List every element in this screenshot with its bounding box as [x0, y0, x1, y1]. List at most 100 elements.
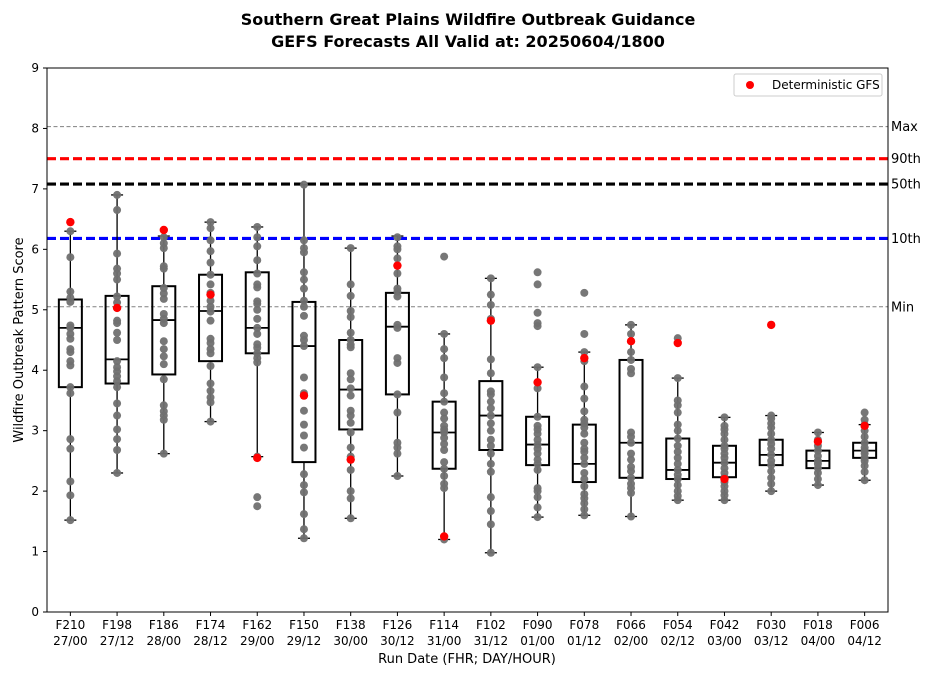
ensemble-member-point	[299, 302, 308, 311]
ensemble-member-point	[580, 438, 589, 447]
ensemble-member-point	[767, 429, 776, 438]
ensemble-member-point	[533, 280, 542, 289]
ensemble-member-point	[206, 302, 215, 311]
ensemble-member-point	[580, 459, 589, 468]
deterministic-point	[299, 391, 309, 400]
ensemble-member-point	[486, 404, 495, 413]
x-tick-label-date: 29/00	[240, 634, 275, 648]
ensemble-member-point	[393, 320, 402, 329]
y-tick-label: 7	[31, 182, 39, 196]
ensemble-member-point	[673, 487, 682, 496]
box-group-8	[431, 252, 457, 544]
box-group-9	[478, 274, 504, 557]
x-tick-label-date: 28/00	[147, 634, 182, 648]
box-group-2	[151, 225, 177, 458]
ensemble-member-point	[673, 434, 682, 443]
ensemble-member-point	[393, 408, 402, 417]
ensemble-member-point	[533, 319, 542, 328]
ensemble-member-point	[767, 487, 776, 496]
axes: 0 1 2 3 4 5 6 7 8 9 F210 27/00 F198 27/12 F186 28/00 F17…	[31, 61, 889, 648]
ensemble-member-point	[299, 244, 308, 253]
ensemble-member-point	[253, 329, 262, 338]
ensemble-member-point	[159, 449, 168, 458]
ensemble-member-point	[673, 420, 682, 429]
ensemble-member-point	[627, 329, 636, 338]
ensemble-member-point	[206, 316, 215, 325]
ensemble-member-point	[66, 321, 75, 330]
ensemble-member-point	[346, 406, 355, 415]
ensemble-member-point	[580, 453, 589, 462]
legend-marker-deterministic	[746, 81, 754, 89]
ensemble-member-point	[393, 449, 402, 458]
ensemble-member-point	[206, 345, 215, 354]
legend-box	[733, 73, 883, 97]
ensemble-member-point	[627, 479, 636, 488]
ensemble-member-point	[346, 418, 355, 427]
ensemble-member-point	[346, 375, 355, 384]
x-tick-label-fhr: F006	[850, 618, 880, 632]
ensemble-member-point	[253, 493, 262, 502]
ensemble-member-point	[299, 510, 308, 519]
ensemble-member-point	[346, 494, 355, 503]
ensemble-member-point	[580, 511, 589, 520]
x-tick-label-date: 29/12	[287, 634, 322, 648]
ensemble-member-point	[113, 425, 122, 434]
ensemble-member-point	[627, 512, 636, 521]
ensemble-member-point	[393, 233, 402, 242]
ensemble-member-point	[580, 415, 589, 424]
ensemble-member-point	[486, 419, 495, 428]
x-tick-label-fhr: F102	[476, 618, 506, 632]
ensemble-member-point	[253, 340, 262, 349]
x-tick-label-fhr: F018	[803, 618, 833, 632]
ensemble-member-point	[206, 258, 215, 267]
ensemble-member-point	[486, 520, 495, 529]
ensemble-member-point	[393, 284, 402, 293]
x-tick-label-date: 04/12	[847, 634, 882, 648]
ensemble-member-point	[393, 269, 402, 278]
reference-lines: Max 90th 50th 10th Min	[47, 120, 921, 315]
x-tick-label-date: 30/12	[380, 634, 415, 648]
ensemble-member-point	[346, 336, 355, 344]
x-tick-label-date: 31/12	[474, 634, 509, 648]
ensemble-member-point	[486, 493, 495, 502]
box-group-16	[805, 428, 831, 490]
ensemble-member-point	[253, 256, 262, 265]
ensemble-member-point	[346, 465, 355, 474]
box-group-7	[384, 233, 410, 480]
ensemble-member-point	[299, 431, 308, 440]
ensemble-member-point	[580, 429, 589, 438]
ensemble-member-point	[627, 348, 636, 357]
ensemble-member-point	[159, 262, 168, 271]
ensemble-member-point	[673, 453, 682, 462]
ensemble-member-point	[580, 394, 589, 403]
ensemble-member-point	[486, 441, 495, 450]
ref-label-min: Min	[891, 300, 914, 315]
ensemble-member-point	[299, 296, 308, 305]
ensemble-member-point	[440, 373, 449, 382]
ensemble-member-point	[206, 379, 215, 388]
ensemble-member-point	[206, 361, 215, 370]
ensemble-member-point	[440, 479, 449, 488]
y-tick-label: 5	[31, 303, 39, 317]
ensemble-member-point	[720, 421, 729, 430]
ensemble-member-point	[440, 446, 449, 455]
x-tick-label-date: 03/12	[754, 634, 789, 648]
ensemble-member-point	[580, 329, 589, 338]
chart-subtitle: GEFS Forecasts All Valid at: 20250604/18…	[271, 32, 665, 51]
ensemble-member-point	[346, 487, 355, 496]
ensemble-member-point	[346, 443, 355, 452]
ensemble-member-point	[159, 401, 168, 410]
ensemble-member-point	[767, 435, 776, 444]
ensemble-member-point	[393, 390, 402, 399]
ensemble-member-point	[627, 473, 636, 482]
x-tick-label-date: 03/00	[707, 634, 742, 648]
ensemble-member-point	[486, 290, 495, 299]
ensemble-member-point	[113, 249, 122, 258]
box-group-11	[571, 288, 597, 520]
x-tick-label-fhr: F042	[710, 618, 740, 632]
ensemble-member-point	[767, 479, 776, 488]
ensemble-member-point	[440, 345, 449, 354]
ensemble-member-point	[159, 345, 168, 354]
box-group-12	[618, 320, 644, 521]
ensemble-member-point	[299, 470, 308, 479]
